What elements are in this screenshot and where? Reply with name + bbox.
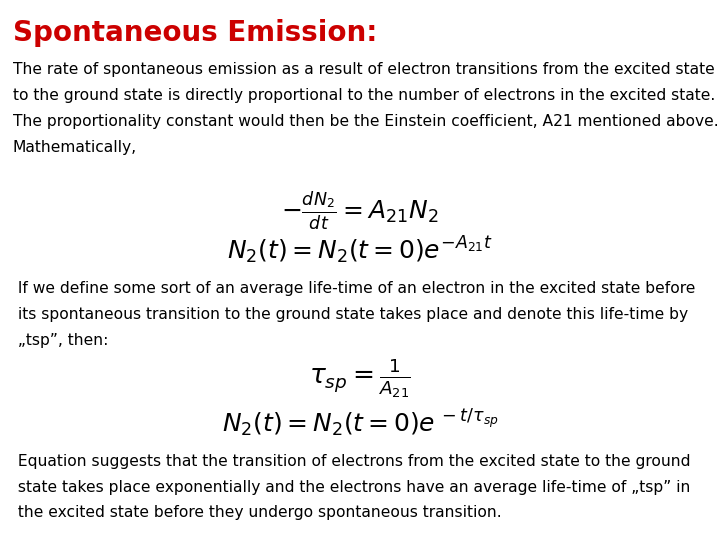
- Text: The proportionality constant would then be the Einstein coefficient, A21 mention: The proportionality constant would then …: [13, 114, 719, 129]
- Text: state takes place exponentially and the electrons have an average life-time of „: state takes place exponentially and the …: [13, 480, 690, 495]
- Text: Mathematically,: Mathematically,: [13, 140, 137, 155]
- Text: $-\frac{dN_2}{dt} = A_{21}N_2$: $-\frac{dN_2}{dt} = A_{21}N_2$: [282, 189, 438, 232]
- Text: Spontaneous Emission:: Spontaneous Emission:: [13, 19, 377, 47]
- Text: its spontaneous transition to the ground state takes place and denote this life-: its spontaneous transition to the ground…: [13, 307, 688, 322]
- Text: $N_2(t) = N_2(t=0)e^{\,-t/\tau_{sp}}$: $N_2(t) = N_2(t=0)e^{\,-t/\tau_{sp}}$: [222, 408, 498, 439]
- Text: Equation suggests that the transition of electrons from the excited state to the: Equation suggests that the transition of…: [13, 454, 690, 469]
- Text: The rate of spontaneous emission as a result of electron transitions from the ex: The rate of spontaneous emission as a re…: [13, 62, 715, 77]
- Text: $\tau_{sp} = \frac{1}{A_{21}}$: $\tau_{sp} = \frac{1}{A_{21}}$: [309, 356, 411, 400]
- Text: „tsp”, then:: „tsp”, then:: [13, 333, 108, 348]
- Text: to the ground state is directly proportional to the number of electrons in the e: to the ground state is directly proporti…: [13, 88, 715, 103]
- Text: If we define some sort of an average life-time of an electron in the excited sta: If we define some sort of an average lif…: [13, 281, 696, 296]
- Text: $N_2(t) = N_2(t=0)e^{-A_{21}t}$: $N_2(t) = N_2(t=0)e^{-A_{21}t}$: [228, 235, 492, 266]
- Text: the excited state before they undergo spontaneous transition.: the excited state before they undergo sp…: [13, 505, 502, 521]
